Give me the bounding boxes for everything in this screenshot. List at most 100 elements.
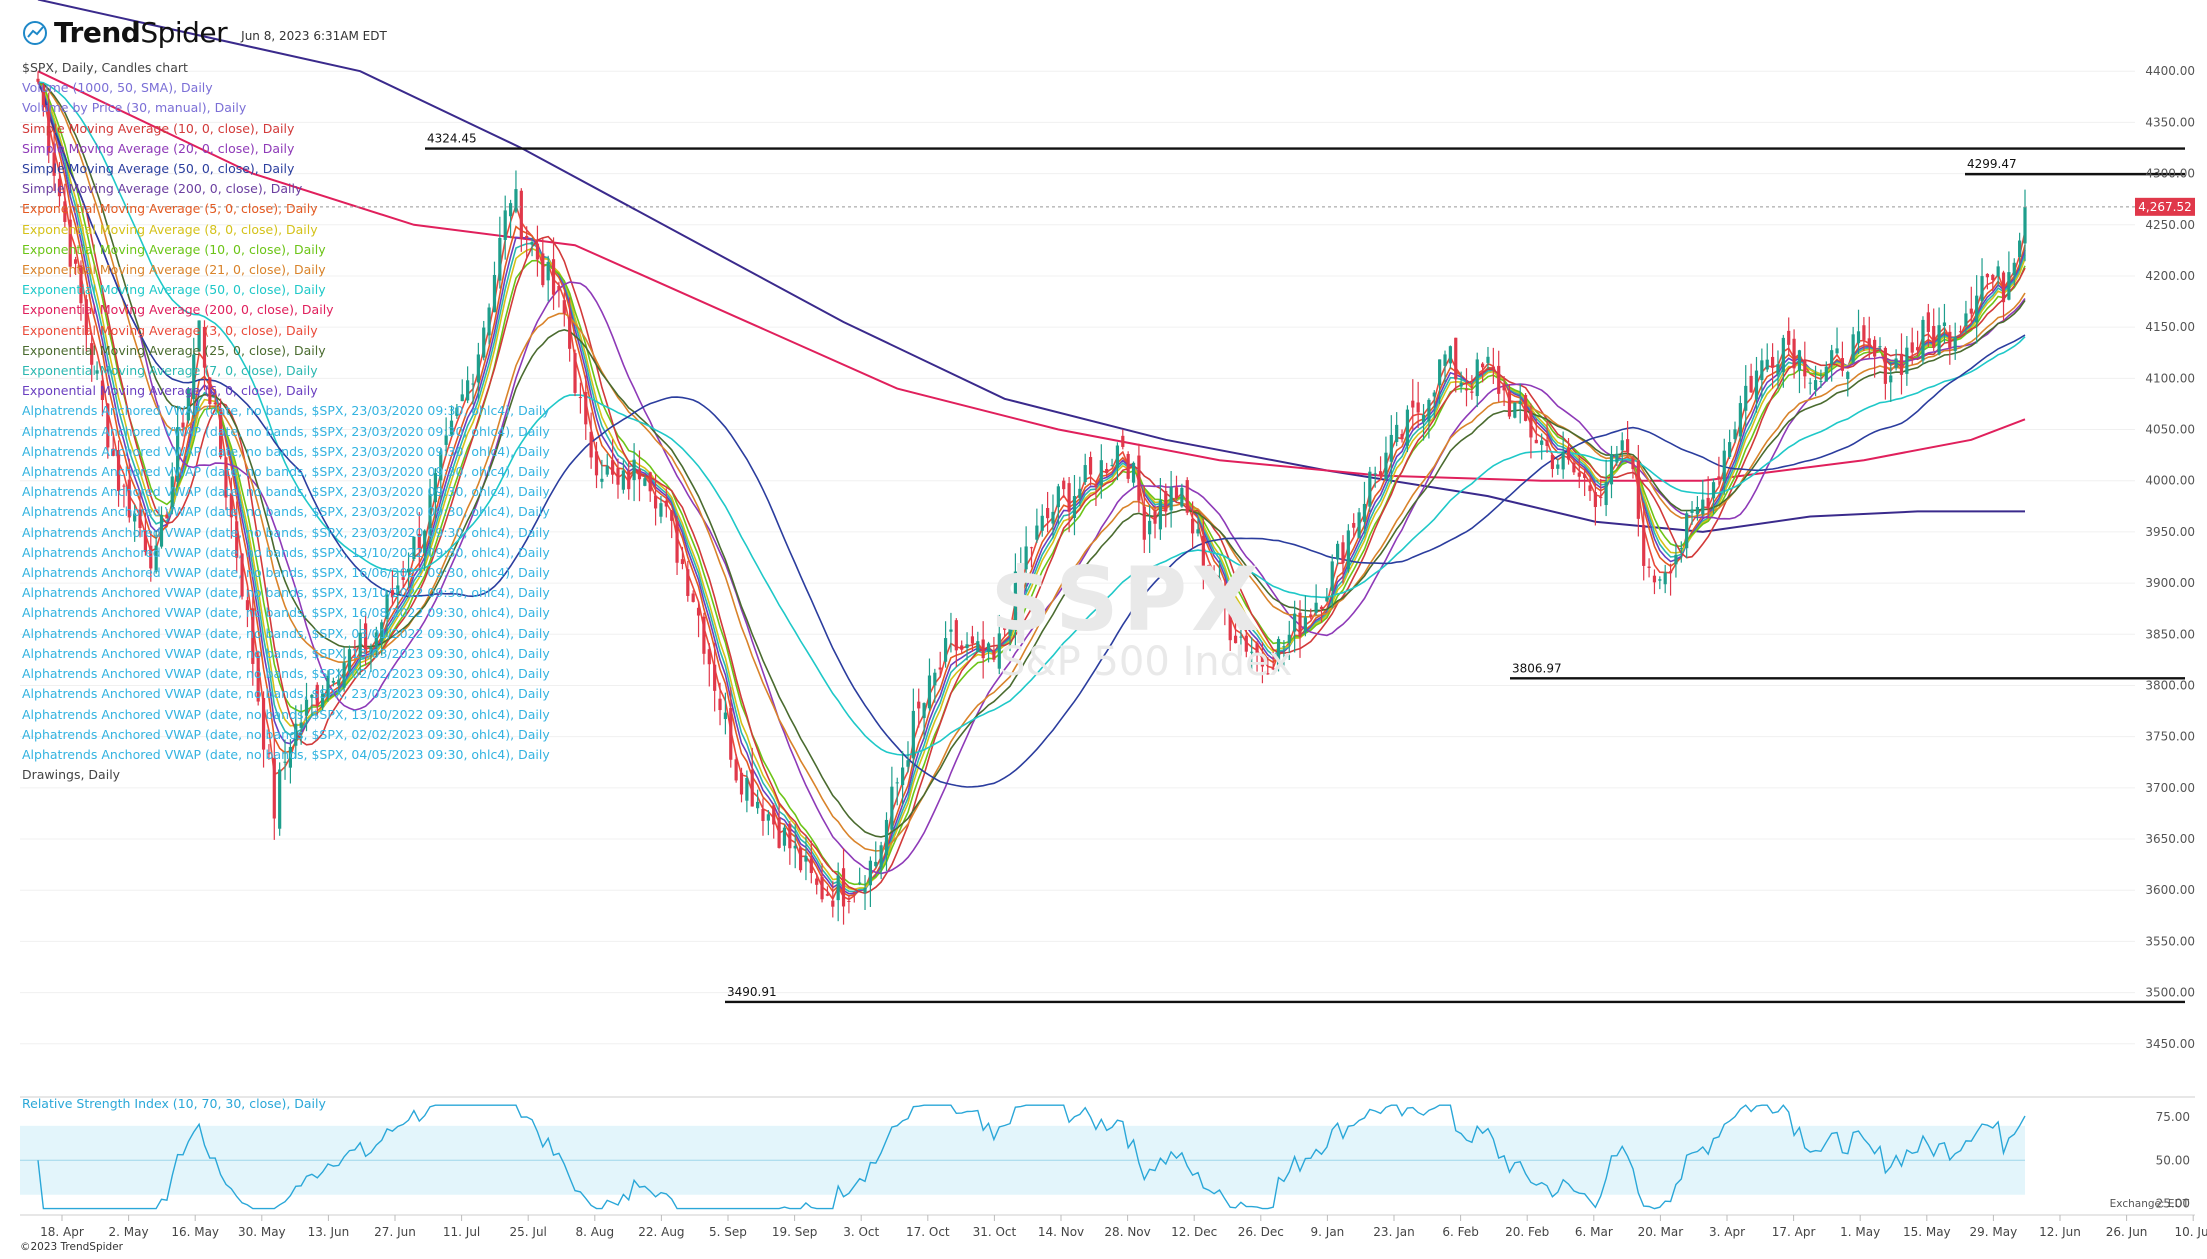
rsi-label[interactable]: Relative Strength Index (10, 70, 30, clo…	[22, 1096, 326, 1111]
legend-item[interactable]: Alphatrends Anchored VWAP (date, no band…	[22, 524, 550, 540]
candle-body	[1432, 392, 1436, 397]
candle-body	[197, 320, 201, 352]
legend-item[interactable]: Exponential Moving Average (50, 0, close…	[22, 282, 326, 298]
candle-body	[288, 746, 293, 768]
legend-item[interactable]: Alphatrends Anchored VWAP (date, no band…	[22, 706, 550, 722]
candle-body	[1121, 435, 1125, 447]
candle-body	[949, 629, 953, 632]
date-tick-label: 11. Jul	[443, 1225, 480, 1239]
candle-body	[1400, 433, 1404, 440]
date-tick-label: 17. Oct	[906, 1225, 950, 1239]
legend-item[interactable]: Exponential Moving Average (8, 0, close)…	[22, 221, 318, 237]
legend-item[interactable]: Drawings, Daily	[22, 767, 121, 783]
candle-body	[745, 777, 749, 801]
legend-item[interactable]: Alphatrends Anchored VWAP (date, no band…	[22, 443, 550, 459]
legend-item[interactable]: Alphatrends Anchored VWAP (date, no band…	[22, 464, 550, 480]
candle-body	[1507, 391, 1512, 417]
candle-body	[686, 569, 690, 596]
legend-item[interactable]: Exponential Moving Average (200, 0, clos…	[22, 302, 334, 318]
legend-item[interactable]: Alphatrends Anchored VWAP (date, no band…	[22, 645, 550, 661]
candle-body	[63, 201, 67, 222]
legend-item[interactable]: Exponential Moving Average (6, 0, close)…	[22, 383, 318, 399]
price-tick-label: 4200.00	[2145, 269, 2195, 283]
candle-body	[1126, 453, 1130, 479]
candle-body	[1459, 382, 1463, 387]
candle-body	[1169, 486, 1173, 511]
legend-item[interactable]: Alphatrends Anchored VWAP (date, no band…	[22, 423, 550, 439]
candle-body	[1668, 571, 1673, 574]
candle-body	[1427, 399, 1431, 422]
price-tick-label: 4050.00	[2145, 423, 2195, 437]
legend-item[interactable]: Alphatrends Anchored VWAP (date, no band…	[22, 544, 550, 560]
legend-item[interactable]: Alphatrends Anchored VWAP (date, no band…	[22, 625, 550, 641]
candle-body	[637, 469, 642, 480]
legend-item[interactable]: $SPX, Daily, Candles chart	[22, 60, 188, 75]
legend-item[interactable]: Exponential Moving Average (21, 0, close…	[22, 262, 326, 278]
price-tick-label: 3750.00	[2145, 730, 2195, 744]
price-axis: 3450.00 3500.00 3550.00 3600.00 3650.00 3700.…	[2145, 64, 2195, 1051]
legend-item[interactable]: Simple Moving Average (200, 0, close), D…	[22, 181, 303, 197]
candle-body	[299, 722, 303, 728]
candle-body	[659, 503, 663, 517]
candle-body	[1239, 636, 1243, 638]
candle-body	[1942, 322, 1947, 326]
candle-body	[1991, 274, 1995, 280]
date-tick-label: 20. Mar	[1638, 1225, 1684, 1239]
legend-item[interactable]: Alphatrends Anchored VWAP (date, no band…	[22, 666, 550, 682]
candle-body	[530, 241, 534, 245]
candle-body	[1636, 460, 1640, 519]
candle-body	[1523, 395, 1528, 421]
price-tick-label: 4000.00	[2145, 474, 2195, 488]
legend-item[interactable]: Alphatrends Anchored VWAP (date, no band…	[22, 403, 550, 419]
candle-body	[1583, 474, 1587, 478]
legend-item[interactable]: Simple Moving Average (10, 0, close), Da…	[22, 120, 295, 136]
candle-body	[1019, 569, 1023, 571]
candle-body	[41, 85, 45, 108]
candle-body	[766, 814, 770, 821]
legend-item[interactable]: Exponential Moving Average (10, 0, close…	[22, 241, 326, 257]
candle-body	[73, 259, 78, 264]
legend-item[interactable]: Volume (1000, 50, SMA), Daily	[22, 80, 213, 96]
legend-item[interactable]: Alphatrends Anchored VWAP (date, no band…	[22, 504, 550, 520]
candle-body	[729, 708, 733, 760]
candle-body	[1915, 347, 1920, 351]
candle-body	[1094, 484, 1098, 488]
candle-body	[643, 478, 647, 486]
candle-body	[1502, 384, 1506, 391]
legend-item[interactable]: Alphatrends Anchored VWAP (date, no band…	[22, 484, 550, 500]
candle-body	[68, 219, 72, 267]
legend-item[interactable]: Exponential Moving Average (25, 0, close…	[22, 342, 326, 358]
candle-body	[363, 623, 368, 655]
candle-body	[1395, 424, 1399, 442]
candle-body	[815, 878, 819, 885]
legend-item[interactable]: Alphatrends Anchored VWAP (date, no band…	[22, 746, 550, 762]
legend-item[interactable]: Alphatrends Anchored VWAP (date, no band…	[22, 605, 550, 621]
candle-body	[1572, 462, 1576, 473]
legend-item[interactable]: Alphatrends Anchored VWAP (date, no band…	[22, 585, 550, 601]
legend-item[interactable]: Volume by Price (30, manual), Daily	[22, 100, 247, 116]
candle-body	[47, 111, 51, 153]
candle-body	[1513, 402, 1517, 418]
candle-body	[879, 845, 883, 868]
candle-body	[433, 472, 437, 503]
horizontal-levels[interactable]: 4324.45 4299.47 3806.97 3490.91	[425, 132, 2185, 1004]
moving-average-line	[37, 81, 2026, 788]
legend-item[interactable]: Simple Moving Average (20, 0, close), Da…	[22, 140, 295, 156]
legend-item[interactable]: Alphatrends Anchored VWAP (date, no band…	[22, 686, 550, 702]
last-price-marker: 4,267.52	[20, 197, 2195, 216]
legend-item[interactable]: Exponential Moving Average (5, 0, close)…	[22, 201, 318, 217]
legend-item[interactable]: Alphatrends Anchored VWAP (date, no band…	[22, 726, 550, 742]
candle-body	[1867, 338, 1871, 347]
date-tick-label: 2. May	[109, 1225, 149, 1239]
brand-light: Spider	[140, 16, 228, 49]
legend-item[interactable]: Exponential Moving Average (3, 0, close)…	[22, 322, 318, 338]
last-price-badge	[2135, 197, 2195, 216]
indicator-legend[interactable]: $SPX, Daily, Candles chart Volume (1000, …	[22, 58, 550, 785]
legend-item[interactable]: Exponential Moving Average (7, 0, close)…	[22, 363, 318, 379]
legend-item[interactable]: Alphatrends Anchored VWAP (date, no band…	[22, 565, 550, 581]
candle-body	[1024, 546, 1028, 570]
candle-body	[890, 786, 894, 830]
legend-item[interactable]: Simple Moving Average (50, 0, close), Da…	[22, 161, 295, 177]
candle-body	[1770, 356, 1775, 368]
